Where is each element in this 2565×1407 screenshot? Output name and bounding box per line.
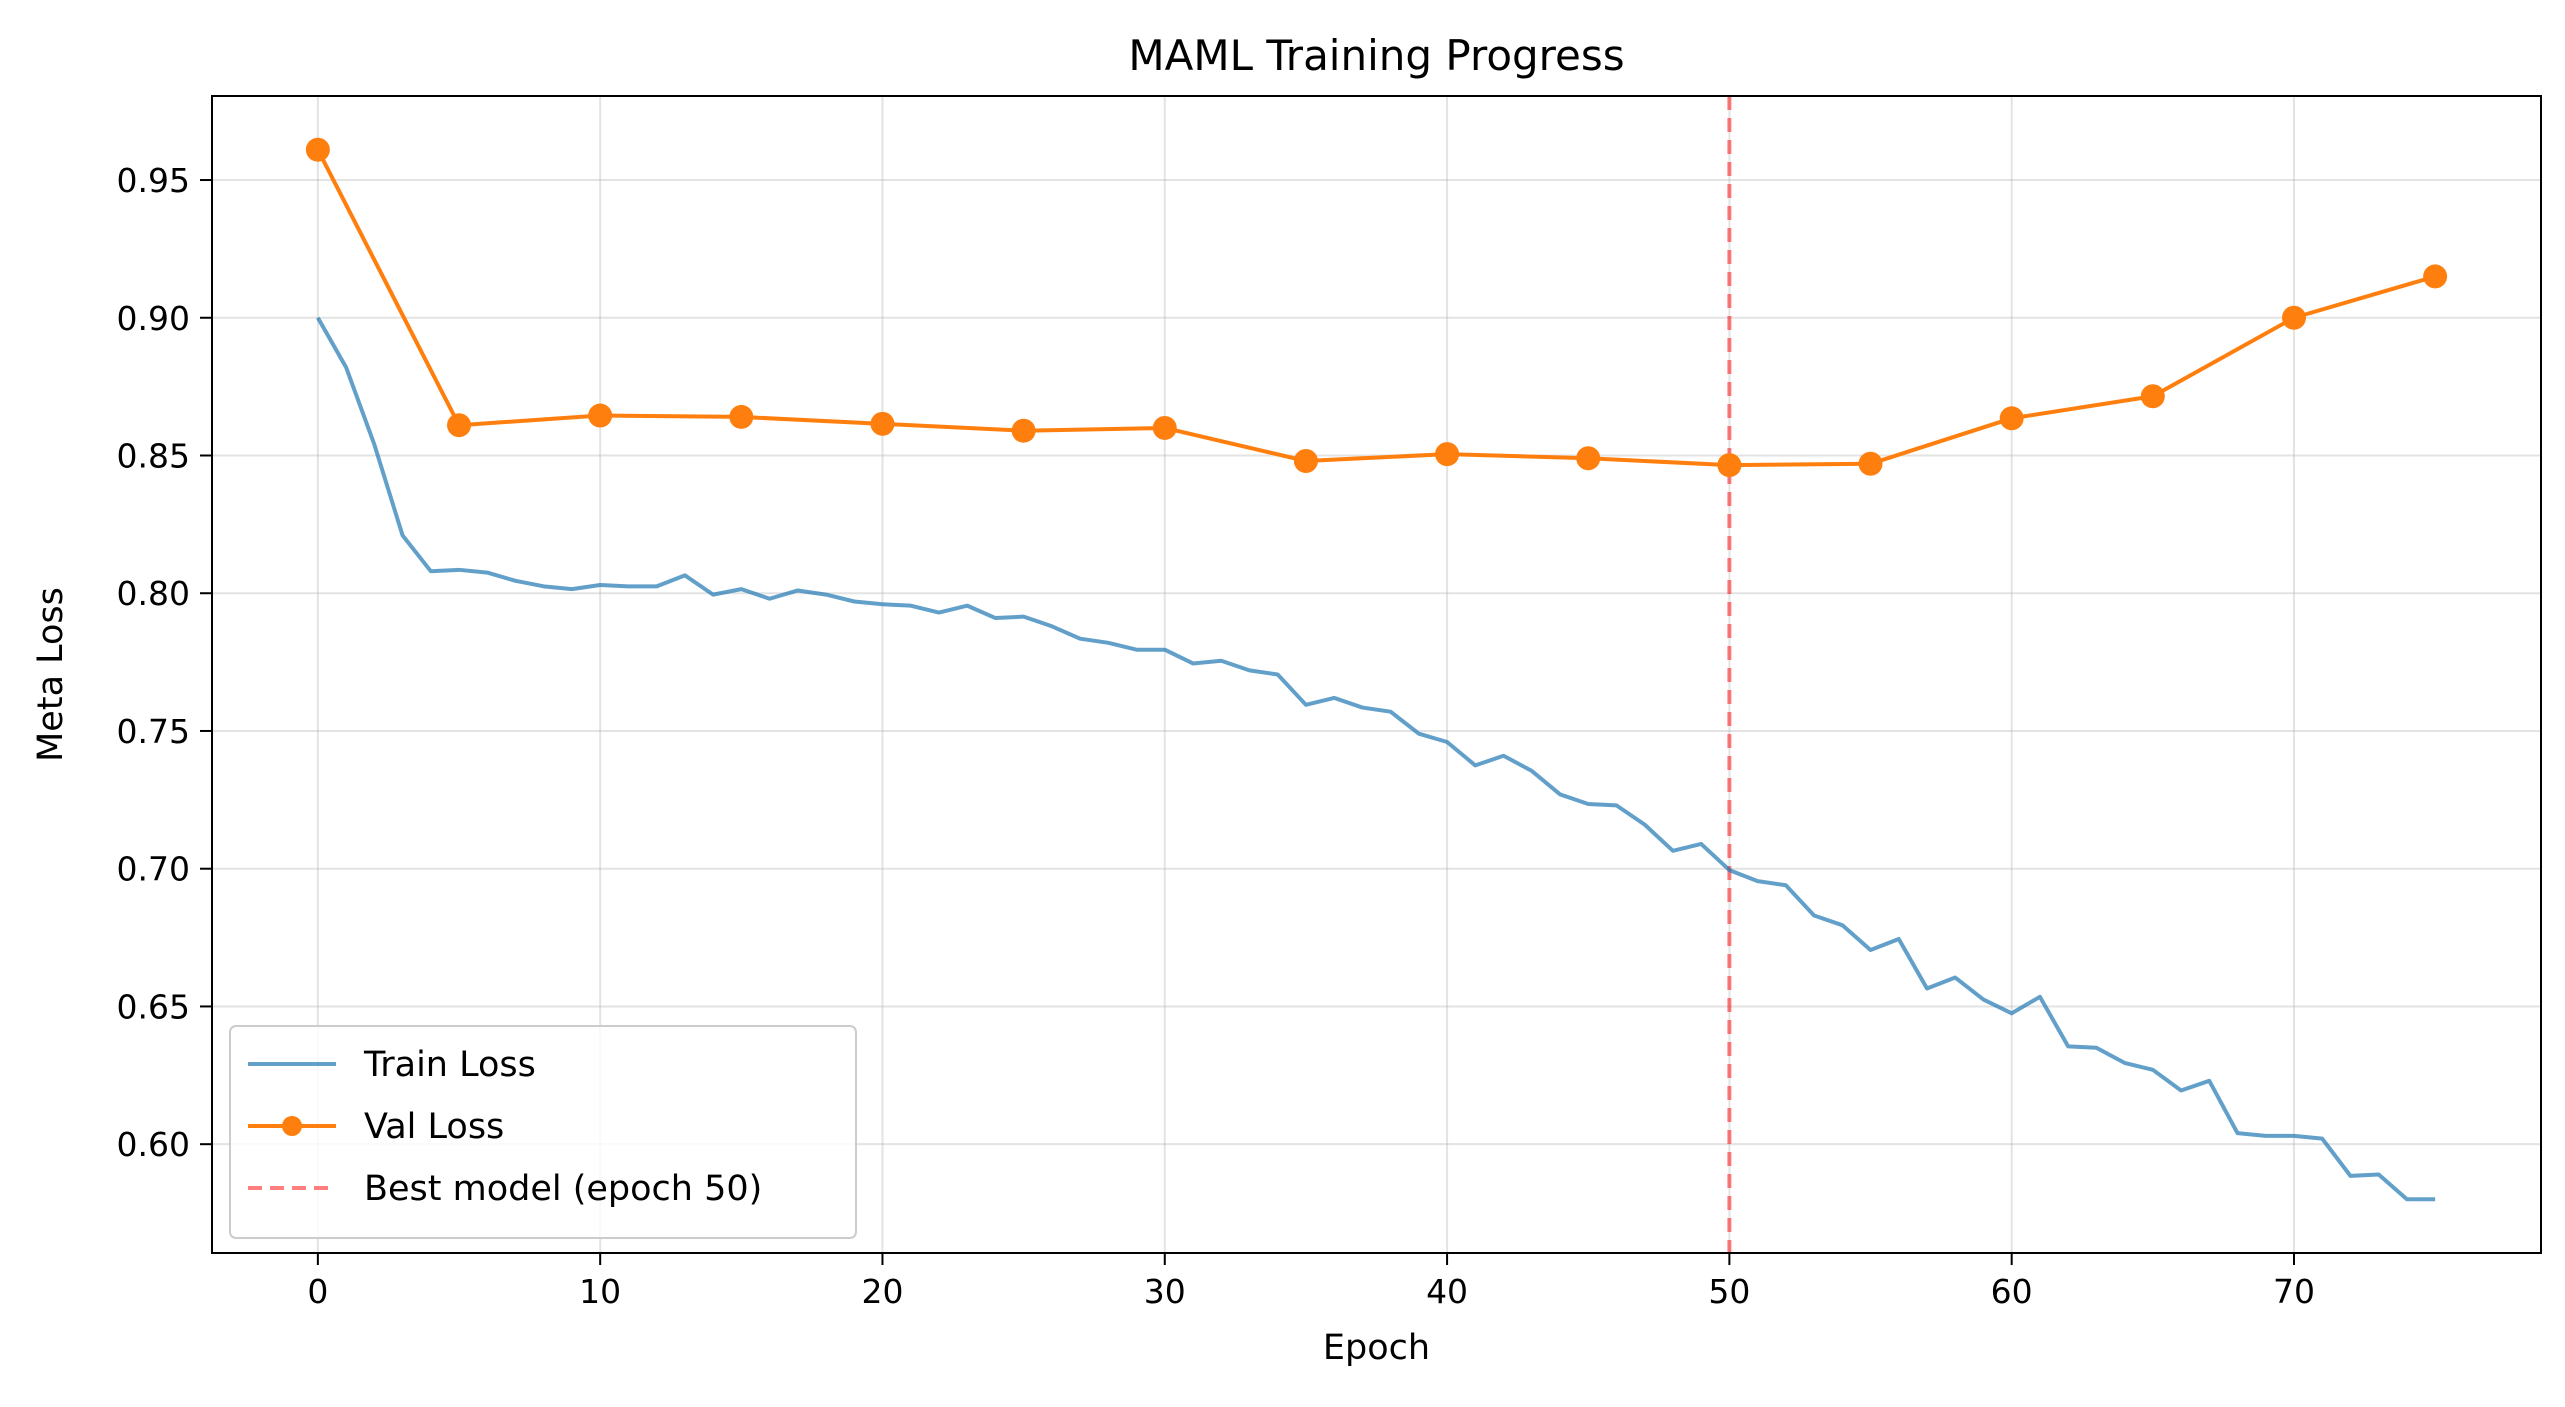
val-loss-point	[1576, 446, 1601, 471]
x-tick-label: 50	[1708, 1272, 1750, 1311]
legend-val-loss-label: Val Loss	[364, 1107, 504, 1147]
val-loss-point	[305, 137, 330, 162]
train-loss-line	[316, 316, 2436, 1202]
val-loss-point	[1435, 442, 1460, 467]
y-tick-label: 0.75	[117, 712, 190, 751]
y-tick-label: 0.60	[117, 1125, 190, 1164]
legend-box	[229, 1025, 857, 1239]
legend-val-loss-marker	[282, 1116, 302, 1136]
x-tick-label: 40	[1426, 1272, 1468, 1311]
val-loss-point	[1152, 415, 1177, 440]
legend: Train Loss Val Loss Best model (epoch 50…	[229, 1025, 857, 1239]
x-tick-label: 30	[1144, 1272, 1186, 1311]
x-tick-label: 10	[579, 1272, 621, 1311]
x-axis-ticks: 0 10 20 30 40 50 60 70	[307, 1253, 2315, 1311]
y-axis-ticks: 0.60 0.65 0.70 0.75 0.80 0.85 0.90 0.95	[117, 161, 212, 1164]
val-loss-point	[447, 413, 472, 438]
chart-title: MAML Training Progress	[1128, 31, 1624, 80]
val-loss-point	[1858, 451, 1883, 476]
val-loss-point	[729, 404, 754, 429]
legend-best-model-label: Best model (epoch 50)	[364, 1169, 762, 1209]
y-tick-label: 0.65	[117, 987, 190, 1026]
val-loss-point	[2423, 264, 2448, 289]
val-loss-point	[1011, 418, 1036, 443]
val-loss-point	[870, 411, 895, 436]
legend-train-loss-label: Train Loss	[363, 1045, 536, 1085]
x-axis-label: Epoch	[1323, 1328, 1430, 1368]
val-loss-line	[316, 148, 2436, 468]
x-tick-label: 70	[2273, 1272, 2315, 1311]
val-loss-point	[1293, 449, 1318, 474]
y-tick-label: 0.70	[117, 850, 190, 889]
val-loss-point	[1999, 406, 2024, 431]
y-tick-label: 0.95	[117, 161, 190, 200]
val-loss-point	[588, 403, 613, 428]
val-loss-point	[2140, 384, 2165, 409]
val-loss-point	[2281, 305, 2306, 330]
y-tick-label: 0.85	[117, 436, 190, 475]
y-tick-label: 0.90	[117, 299, 190, 338]
x-tick-label: 0	[307, 1272, 328, 1311]
val-loss-point	[1717, 453, 1742, 478]
x-tick-label: 60	[1991, 1272, 2033, 1311]
y-tick-label: 0.80	[117, 574, 190, 613]
y-axis-label: Meta Loss	[31, 587, 71, 762]
x-tick-label: 20	[861, 1272, 903, 1311]
series-layer	[305, 137, 2448, 1202]
plot-frame	[211, 95, 2542, 1254]
